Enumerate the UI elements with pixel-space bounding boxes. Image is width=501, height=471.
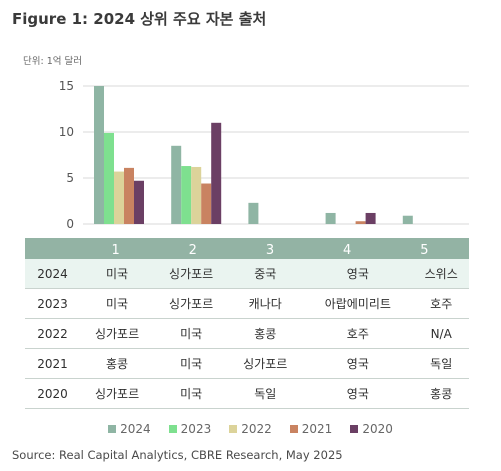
ranking-cell: 홍콩 (80, 348, 155, 379)
ranking-cell: 영국 (302, 378, 414, 409)
legend-item-2021: 2021 (289, 422, 333, 436)
legend-swatch (168, 425, 177, 433)
ranking-cell: 미국 (154, 318, 229, 349)
ranking-cell: 싱가포르 (154, 288, 229, 319)
legend-swatch (229, 425, 238, 433)
ranking-cell: 영국 (302, 348, 414, 379)
ranking-row-2021: 2021 홍콩 미국 싱가포르 영국 독일 (25, 348, 469, 379)
legend-label: 2020 (362, 422, 393, 436)
ranking-cell: 독일 (228, 378, 303, 409)
bar-2022-cat-2 (191, 166, 202, 224)
ranking-cell: 영국 (302, 259, 414, 289)
bar-2024-cat-5 (402, 215, 413, 224)
ranking-cell: N/A (413, 318, 469, 349)
x-category-label: 2 (189, 243, 197, 258)
ranking-row-2024: 2024 미국 싱가포르 중국 영국 스위스 (25, 259, 469, 289)
unit-label: 단위: 1억 달러 (23, 56, 82, 67)
ranking-cell: 싱가포르 (228, 348, 303, 379)
ranking-cell: 싱가포르 (80, 378, 155, 409)
ranking-year: 2022 (25, 318, 80, 349)
bar-2021-cat-4 (355, 221, 366, 224)
legend-label: 2024 (120, 422, 151, 436)
bar-2024-cat-3 (248, 202, 259, 224)
legend-swatch (350, 425, 359, 433)
y-tick-label: 10 (59, 125, 74, 139)
source-note: Source: Real Capital Analytics, CBRE Res… (12, 448, 343, 462)
legend-swatch (108, 425, 117, 433)
x-category-label: 1 (111, 243, 119, 258)
legend-item-2024: 2024 (108, 422, 151, 436)
x-axis-band (25, 238, 469, 259)
x-category-label: 4 (343, 243, 351, 258)
ranking-cell: 호주 (302, 318, 414, 349)
bar-2021-cat-2 (201, 183, 212, 224)
ranking-cell: 미국 (80, 288, 155, 319)
ranking-cell: 미국 (154, 378, 229, 409)
bar-2024-cat-1 (94, 86, 104, 224)
bar-2023-cat-2 (181, 166, 192, 224)
ranking-year: 2021 (25, 348, 80, 379)
bar-chart: 0 5 10 15 1 2 3 4 5 (25, 79, 469, 259)
bar-2023-cat-1 (104, 132, 114, 224)
bar-2024-cat-2 (171, 145, 182, 224)
ranking-cell: 캐나다 (228, 288, 303, 319)
bar-2020-cat-2 (211, 122, 222, 224)
chart-legend: 2024 2023 2022 2021 2020 (0, 422, 501, 436)
y-tick-label: 0 (66, 217, 74, 231)
bar-2021-cat-1 (124, 167, 134, 224)
x-category-label: 5 (420, 243, 428, 258)
chart-title: Figure 1: 2024 상위 주요 자본 출처 (12, 10, 267, 28)
ranking-row-2023: 2023 미국 싱가포르 캐나다 아랍에미리트 호주 (25, 288, 469, 319)
legend-item-2020: 2020 (350, 422, 393, 436)
ranking-cell: 호주 (413, 288, 469, 319)
legend-item-2023: 2023 (168, 422, 212, 436)
ranking-cell: 미국 (80, 259, 155, 289)
ranking-table: 2024 미국 싱가포르 중국 영국 스위스 2023 미국 싱가포르 캐나다 아랍에미리트 호주 20… (25, 259, 469, 409)
legend-item-2022: 2022 (229, 422, 272, 436)
x-category-label: 3 (266, 243, 274, 258)
bar-2020-cat-1 (134, 180, 144, 224)
ranking-cell: 홍콩 (413, 378, 469, 409)
bar-2020-cat-4 (365, 212, 376, 224)
ranking-year: 2023 (25, 288, 80, 319)
ranking-cell: 홍콩 (228, 318, 303, 349)
legend-label: 2022 (241, 422, 272, 436)
ranking-year: 2024 (25, 259, 80, 289)
y-tick-label: 15 (59, 79, 74, 93)
ranking-cell: 미국 (154, 348, 229, 379)
ranking-cell: 독일 (413, 348, 469, 379)
ranking-cell: 중국 (228, 259, 303, 289)
ranking-row-2020: 2020 싱가포르 미국 독일 영국 홍콩 (25, 378, 469, 409)
legend-swatch (289, 425, 298, 433)
ranking-row-2022: 2022 싱가포르 미국 홍콩 호주 N/A (25, 318, 469, 349)
y-tick-label: 5 (66, 171, 74, 185)
ranking-cell: 아랍에미리트 (302, 288, 414, 319)
ranking-year: 2020 (25, 378, 80, 409)
ranking-cell: 싱가포르 (80, 318, 155, 349)
bar-2024-cat-4 (325, 212, 336, 224)
ranking-cell: 싱가포르 (154, 259, 229, 289)
legend-label: 2021 (301, 422, 333, 436)
bar-2022-cat-1 (114, 171, 124, 224)
ranking-cell: 스위스 (413, 259, 469, 289)
legend-label: 2023 (180, 422, 212, 436)
